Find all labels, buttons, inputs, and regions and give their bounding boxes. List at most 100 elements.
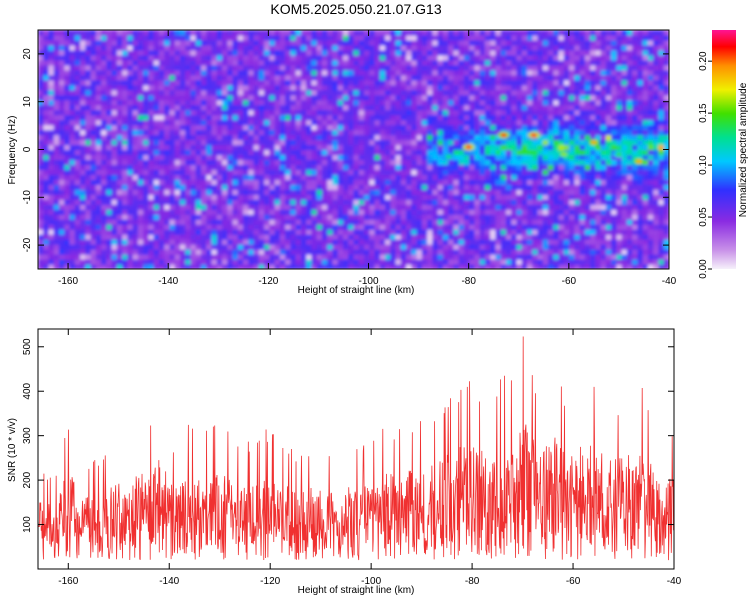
heatmap-cell: [64, 134, 71, 141]
heatmap-cell: [243, 234, 249, 240]
heatmap-cell: [101, 219, 107, 225]
heatmap-cell: [563, 234, 570, 240]
heatmap-cell: [85, 164, 92, 171]
heatmap-cell: [537, 59, 544, 66]
heatmap-cell: [474, 244, 481, 250]
heatmap-cell: [237, 74, 244, 81]
heatmap-cell: [195, 244, 202, 250]
heatmap-cell: [153, 219, 160, 225]
heatmap-cell: [195, 104, 202, 111]
heatmap-cell: [500, 199, 507, 205]
heatmap-cell: [285, 74, 291, 81]
heatmap-cell: [374, 204, 381, 210]
heatmap-cell: [143, 124, 150, 131]
heatmap-cell: [358, 79, 365, 86]
heatmap-cell: [232, 114, 239, 121]
heatmap-cell: [106, 159, 113, 166]
heatmap-cell: [122, 264, 128, 269]
heatmap-cell: [143, 229, 150, 235]
heatmap-cell: [43, 219, 50, 225]
heatmap-cell: [321, 189, 328, 195]
heatmap-cell: [327, 69, 334, 76]
heatmap-cell: [442, 114, 449, 121]
heatmap-cell: [169, 129, 176, 136]
heatmap-cell: [432, 184, 439, 190]
heatmap-cell: [427, 249, 433, 255]
heatmap-cell: [537, 134, 544, 141]
heatmap-cell: [527, 89, 533, 96]
heatmap-cell: [269, 129, 276, 136]
heatmap-cell: [553, 224, 560, 230]
heatmap-cell: [569, 164, 575, 171]
heatmap-cell: [179, 144, 186, 151]
heatmap-cell: [500, 174, 507, 180]
heatmap-cell: [80, 184, 86, 190]
heatmap-cell: [374, 239, 381, 245]
heatmap-cell: [321, 129, 328, 136]
heatmap-cell: [511, 229, 518, 235]
heatmap-cell: [395, 49, 402, 56]
heatmap-cell: [243, 124, 249, 131]
heatmap-cell: [201, 64, 207, 71]
heatmap-cell: [505, 209, 512, 215]
heatmap-cell: [553, 199, 560, 205]
heatmap-cell: [500, 44, 507, 51]
heatmap-cell: [38, 129, 44, 136]
heatmap-cell: [211, 259, 218, 265]
heatmap-cell: [558, 74, 565, 81]
heatmap-cell: [437, 264, 444, 269]
heatmap-cell: [122, 159, 128, 166]
heatmap-cell: [258, 189, 265, 195]
heatmap-cell: [563, 79, 570, 86]
heatmap-cell: [395, 244, 402, 250]
heatmap-cell: [190, 239, 197, 245]
heatmap-cell: [190, 249, 197, 255]
heatmap-cell: [122, 54, 128, 61]
heatmap-cell: [327, 179, 334, 185]
heatmap-cell: [90, 174, 97, 180]
heatmap-cell: [500, 219, 507, 225]
heatmap-cell: [569, 79, 575, 86]
heatmap-cell: [316, 104, 323, 111]
heatmap-cell: [432, 69, 439, 76]
heatmap-cell: [137, 30, 144, 36]
heatmap-cell: [69, 114, 76, 121]
heatmap-cell: [137, 39, 144, 46]
heatmap-cell: [269, 59, 276, 66]
heatmap-cell: [385, 199, 391, 205]
heatmap-cell: [532, 39, 539, 46]
heatmap-cell: [495, 259, 502, 265]
heatmap-cell: [74, 259, 81, 265]
heatmap-cell: [332, 244, 339, 250]
heatmap-cell: [206, 154, 213, 161]
heatmap-cell: [285, 144, 291, 151]
heatmap-cell: [106, 184, 113, 190]
heatmap-cell: [463, 139, 470, 146]
heatmap-cell: [563, 179, 570, 185]
heatmap-cell: [300, 254, 307, 260]
heatmap-cell: [148, 179, 155, 185]
heatmap-cell: [474, 264, 481, 269]
heatmap-cell: [416, 244, 423, 250]
heatmap-cell: [153, 59, 160, 66]
heatmap-cell: [80, 154, 86, 161]
heatmap-cell: [516, 79, 523, 86]
heatmap-cell: [548, 149, 554, 156]
heatmap-cell: [369, 54, 376, 61]
heatmap-cell: [95, 234, 102, 240]
heatmap-cell: [243, 159, 249, 166]
heatmap-cell: [222, 39, 228, 46]
heatmap-cell: [500, 254, 507, 260]
heatmap-cell: [216, 174, 223, 180]
heatmap-cell: [248, 264, 255, 269]
heatmap-cell: [448, 124, 455, 131]
heatmap-cell: [43, 74, 50, 81]
heatmap-cell: [111, 259, 118, 265]
heatmap-cell: [74, 39, 81, 46]
heatmap-cell: [222, 64, 228, 71]
heatmap-cell: [300, 139, 307, 146]
heatmap-cell: [479, 224, 486, 230]
heatmap-cell: [243, 114, 249, 121]
heatmap-cell: [542, 264, 549, 269]
heatmap-cell: [400, 39, 407, 46]
